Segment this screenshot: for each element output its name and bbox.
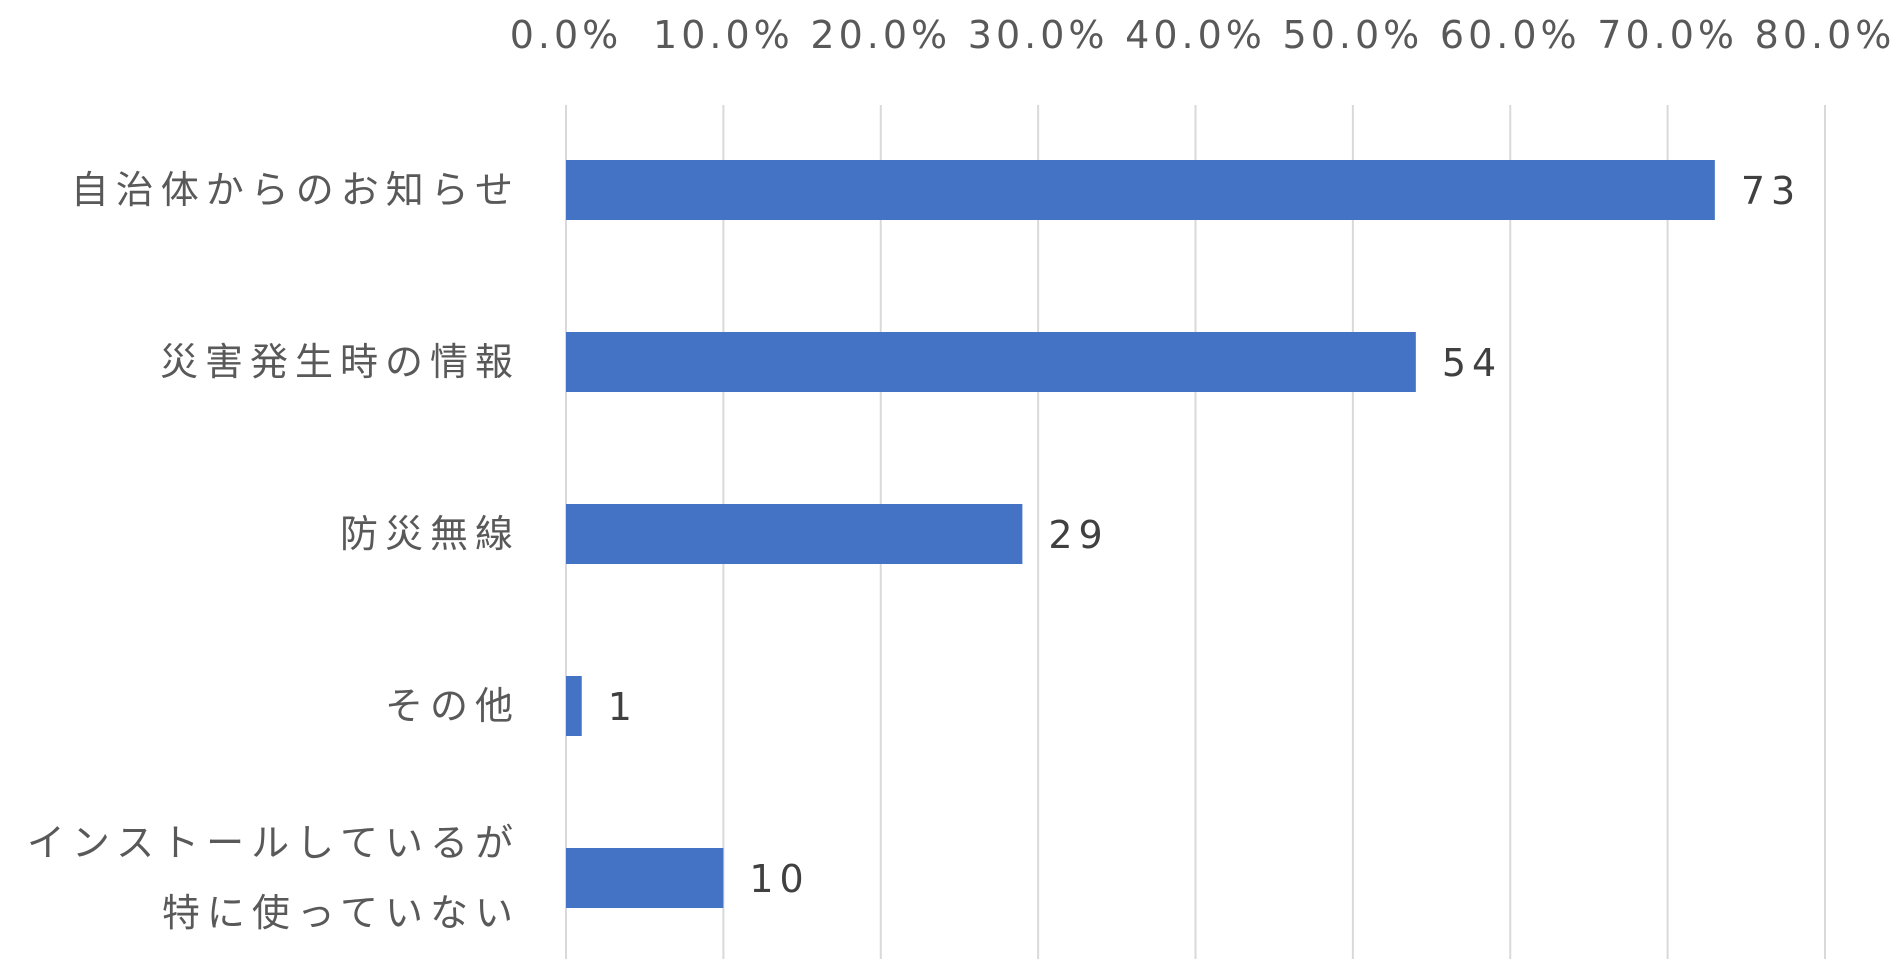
x-tick-label: 40.0% [1125, 13, 1266, 57]
x-tick-label: 70.0% [1597, 13, 1738, 57]
data-label: 29 [1048, 513, 1108, 557]
category-label: 防災無線 [340, 512, 520, 556]
x-tick-label: 50.0% [1283, 13, 1424, 57]
data-label: 73 [1741, 169, 1801, 213]
x-tick-label: 80.0% [1755, 13, 1896, 57]
category-label: その他 [385, 684, 520, 728]
x-tick-label: 30.0% [968, 13, 1109, 57]
bar [566, 332, 1416, 392]
x-tick-label: 20.0% [810, 13, 951, 57]
category-labels: 自治体からのお知らせ災害発生時の情報防災無線その他インストールしているが特に使っ… [27, 168, 520, 935]
category-label: 特に使っていない [162, 891, 520, 935]
bar [566, 160, 1715, 220]
data-label: 54 [1442, 341, 1502, 385]
bar [566, 504, 1023, 564]
gridlines [565, 105, 1826, 959]
data-label: 1 [608, 685, 638, 729]
bar [566, 848, 724, 908]
category-label: 災害発生時の情報 [160, 340, 520, 384]
data-labels: 73 54 29 1 10 [608, 169, 1801, 901]
category-label: インストールしているが [27, 821, 520, 865]
x-tick-label: 0.0% [510, 13, 623, 57]
category-label: 自治体からのお知らせ [71, 168, 520, 212]
x-tick-label: 60.0% [1440, 13, 1581, 57]
x-axis-tick-labels: 0.0% 10.0% 20.0% 30.0% 40.0% 50.0% 60.0% 70.0% 8… [510, 13, 1896, 57]
bars [566, 160, 1715, 908]
x-tick-label: 10.0% [653, 13, 794, 57]
data-label: 10 [749, 857, 809, 901]
bar [566, 676, 582, 736]
